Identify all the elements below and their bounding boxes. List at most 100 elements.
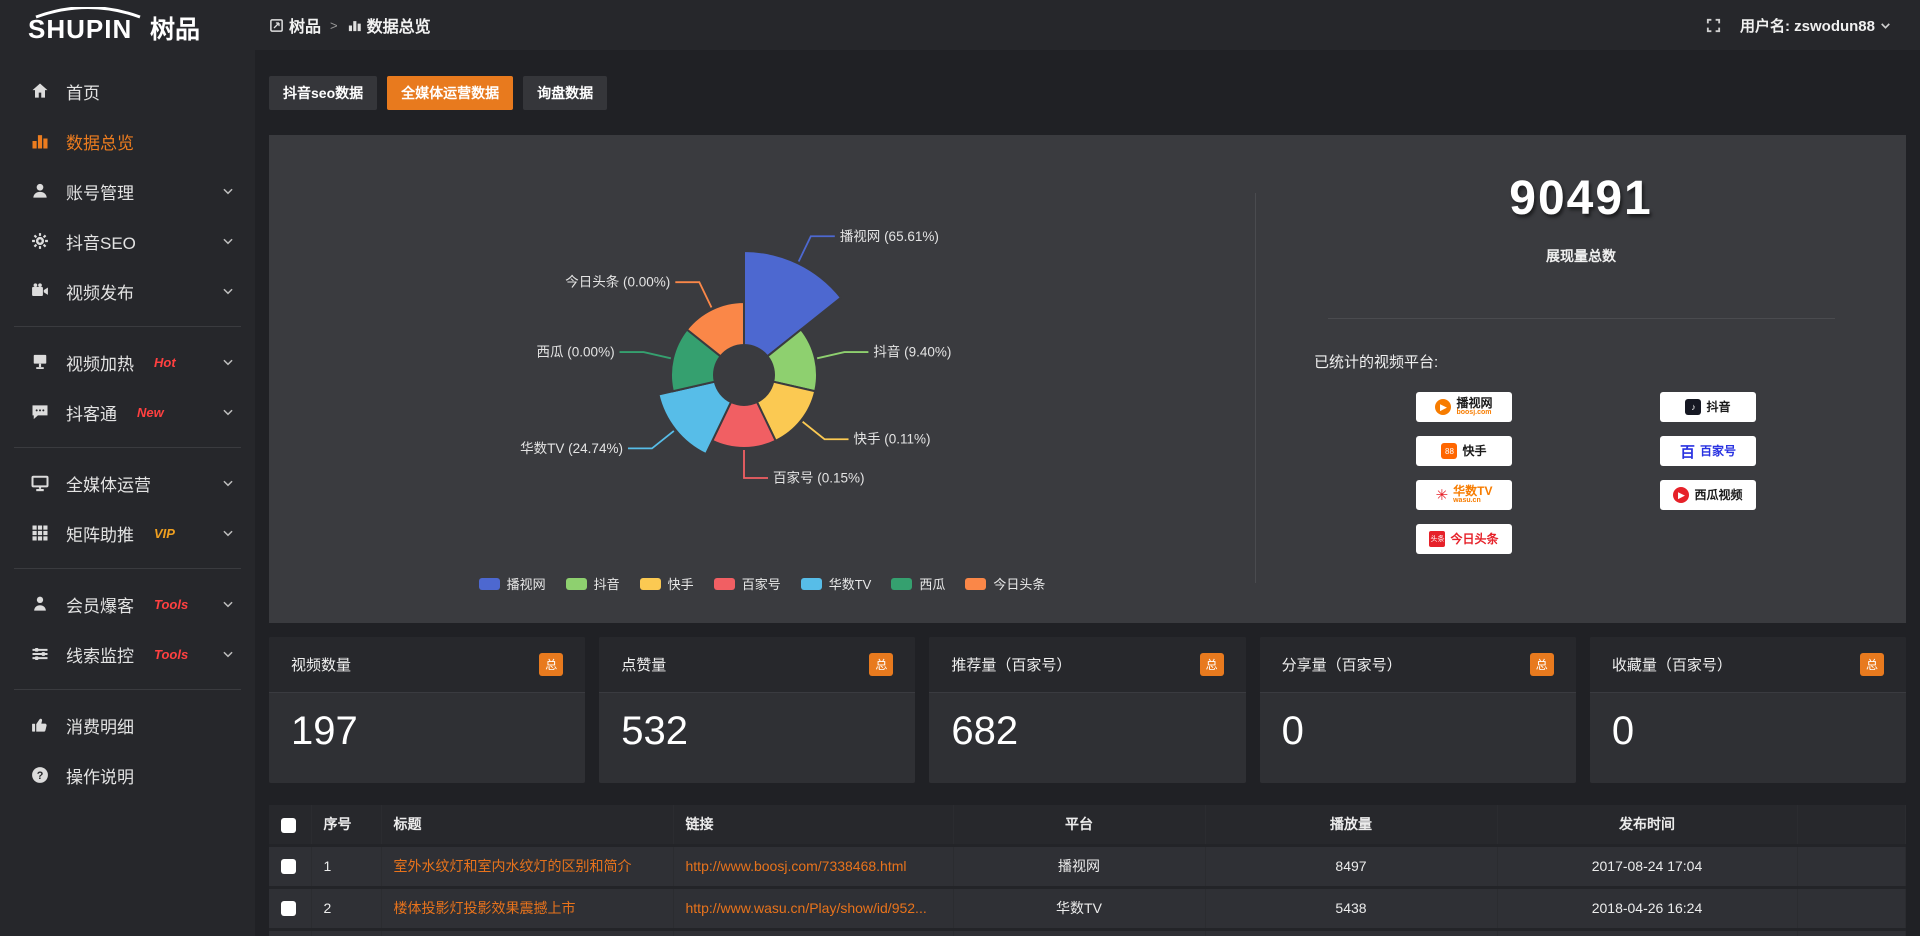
pie-slice-2[interactable] xyxy=(755,380,817,443)
sidebar: 首页 数据总览 账号管理 抖音SEO 视频发布 视频加热 Hot 抖客通 New 全媒体运营 矩阵助… xyxy=(0,50,255,936)
platform-name: 华数TV xyxy=(1453,483,1493,498)
platform-name: 抖音 xyxy=(1706,399,1731,414)
tab-0[interactable]: 抖音seo数据 xyxy=(269,76,378,110)
tab-2[interactable]: 询盘数据 xyxy=(523,76,608,110)
sidebar-item-chat[interactable]: 抖客通 New xyxy=(0,387,255,437)
platform-badge-xigua: ▶ 西瓜视频 xyxy=(1660,480,1756,510)
summary-divider xyxy=(1327,318,1835,319)
chat-icon xyxy=(30,402,50,422)
stat-card-header: 分享量（百家号） 总 xyxy=(1259,637,1576,693)
platform-name: 百家号 xyxy=(1700,443,1737,458)
video-url-link[interactable]: http://www.wasu.cn/Play/show/id/952... xyxy=(685,900,927,916)
sidebar-item-question[interactable]: ? 操作说明 xyxy=(0,750,255,800)
sidebar-item-label: 会员爆客 xyxy=(66,596,134,616)
person-icon xyxy=(30,594,50,614)
pie-slice-3[interactable] xyxy=(710,400,778,449)
stat-card-header: 收藏量（百家号） 总 xyxy=(1589,637,1907,693)
legend-swatch xyxy=(965,577,987,590)
bar-chart-icon xyxy=(348,20,361,31)
sidebar-item-bar-chart[interactable]: 数据总览 xyxy=(0,116,255,166)
video-title-link[interactable]: 室外水纹灯和室内水纹灯的区别和简介 xyxy=(393,858,632,874)
sidebar-item-sliders[interactable]: 线索监控 Tools xyxy=(0,629,255,679)
total-badge: 总 xyxy=(869,653,894,676)
platform-sub: wasu.cn xyxy=(1453,497,1481,505)
breadcrumb-current[interactable]: 数据总览 xyxy=(347,13,431,37)
total-badge: 总 xyxy=(1199,653,1224,676)
sidebar-item-home[interactable]: 首页 xyxy=(0,66,255,116)
table-header-row: 序号 标题 链接 平台 播放量 发布时间 xyxy=(269,805,1906,845)
platform-badge-baijiahao: 百百家号 xyxy=(1660,436,1756,466)
sidebar-item-screen[interactable]: 视频加热 Hot xyxy=(0,337,255,387)
row-checkbox[interactable] xyxy=(281,859,296,875)
sidebar-item-tag: New xyxy=(137,404,164,420)
platform-name: 西瓜视频 xyxy=(1694,487,1743,502)
legend-label: 播视网 xyxy=(506,577,546,592)
pie-label-6: 今日头条 (0.00%) xyxy=(565,274,670,290)
total-impressions-value: 90491 xyxy=(1509,172,1653,225)
sidebar-item-person[interactable]: 会员爆客 Tools xyxy=(0,579,255,629)
gear-icon xyxy=(30,231,50,251)
sidebar-item-label: 抖音SEO xyxy=(66,233,136,253)
legend-item[interactable]: 西瓜 xyxy=(891,574,945,593)
screen-icon xyxy=(30,352,50,372)
pie-slice-0[interactable] xyxy=(743,249,843,358)
pie-label-3: 百家号 (0.15%) xyxy=(773,470,865,486)
user-icon xyxy=(30,181,50,201)
chart-legend: 播视网 抖音 快手 百家号 华数TV 西瓜 今日头条 xyxy=(269,574,1255,593)
chevron-down-icon xyxy=(221,476,235,490)
pie-label-2: 快手 (0.11%) xyxy=(854,432,931,447)
legend-item[interactable]: 百家号 xyxy=(713,574,781,593)
sidebar-item-camera[interactable]: 视频发布 xyxy=(0,266,255,316)
pie-slice-4[interactable] xyxy=(657,380,733,456)
pie-label-line-1 xyxy=(816,351,869,360)
sidebar-item-thumbs-up[interactable]: 消费明细 xyxy=(0,700,255,750)
legend-item[interactable]: 华数TV xyxy=(800,574,872,593)
pie-slice-6[interactable] xyxy=(685,300,745,358)
sidebar-item-gear[interactable]: 抖音SEO xyxy=(0,216,255,266)
chevron-down-icon xyxy=(221,284,235,298)
cell-extra xyxy=(1797,887,1906,929)
legend-item[interactable]: 快手 xyxy=(639,574,694,593)
platform-badge-douyin: ♪ 抖音 xyxy=(1660,392,1756,422)
rose-chart-area: 播视网 (65.61%) 抖音 (9.40%) 快手 (0.11%) 百家号 (0.1… xyxy=(269,135,1255,623)
cell-extra xyxy=(1797,845,1906,887)
row-checkbox[interactable] xyxy=(281,901,296,917)
breadcrumb-root[interactable]: 树品 xyxy=(269,13,321,37)
user-menu[interactable]: 用户名: zswodun88 xyxy=(1740,15,1892,36)
chevron-down-icon xyxy=(221,355,235,369)
overview-panel: 播视网 (65.61%) 抖音 (9.40%) 快手 (0.11%) 百家号 (0.1… xyxy=(269,135,1906,623)
sidebar-item-label: 操作说明 xyxy=(66,767,134,787)
legend-label: 快手 xyxy=(667,577,694,592)
fullscreen-icon[interactable] xyxy=(1705,17,1722,34)
pie-slice-5[interactable] xyxy=(670,328,722,393)
pie-label-4: 华数TV (24.74%) xyxy=(520,441,623,456)
legend-item[interactable]: 抖音 xyxy=(565,574,620,593)
sidebar-item-monitor[interactable]: 全媒体运营 xyxy=(0,458,255,508)
legend-item[interactable]: 今日头条 xyxy=(965,574,1045,593)
user-label: 用户名: zswodun88 xyxy=(1739,17,1875,35)
legend-item[interactable]: 播视网 xyxy=(478,574,546,593)
sidebar-item-tag: Tools xyxy=(154,596,189,612)
tab-1[interactable]: 全媒体运营数据 xyxy=(387,76,514,110)
sidebar-item-label: 矩阵助推 xyxy=(66,525,134,545)
column-header-extra xyxy=(1797,805,1906,845)
sidebar-item-grid[interactable]: 矩阵助推 VIP xyxy=(0,508,255,558)
breadcrumb: 树品 > 数据总览 xyxy=(269,13,431,37)
pie-label-line-3 xyxy=(743,450,768,479)
pie-slice-1[interactable] xyxy=(766,328,818,393)
cell-date: 2018-04-26 16:24 xyxy=(1497,887,1798,929)
stat-card-value: 0 xyxy=(1281,709,1304,753)
select-all-checkbox[interactable] xyxy=(281,817,296,833)
legend-label: 百家号 xyxy=(741,577,781,592)
legend-label: 华数TV xyxy=(828,577,872,592)
platform-name: 今日头条 xyxy=(1450,531,1499,546)
video-url-link[interactable]: http://www.boosj.com/7338468.html xyxy=(685,858,907,874)
sidebar-item-user[interactable]: 账号管理 xyxy=(0,166,255,216)
legend-swatch xyxy=(478,577,500,590)
logo-text-en: SHUPIN xyxy=(28,14,132,43)
pie-label-line-2 xyxy=(802,421,849,441)
total-impressions-label: 展现量总数 xyxy=(1546,248,1616,264)
app-logo: SHUPIN 树品 xyxy=(0,7,255,43)
wasu-logo-icon: ✳ xyxy=(1435,487,1449,504)
video-title-link[interactable]: 楼体投影灯投影效果震撼上市 xyxy=(393,900,576,916)
